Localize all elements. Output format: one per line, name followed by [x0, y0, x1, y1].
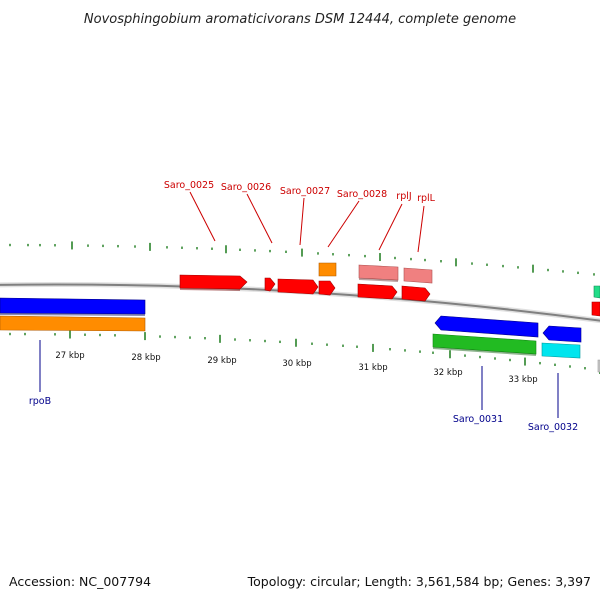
feature-shadow [179, 288, 241, 291]
gene-label: Saro_0025 [164, 180, 214, 191]
gene-label: Saro_0028 [337, 189, 387, 200]
gene-saro-0026 [264, 277, 276, 292]
gene-label: Saro_0027 [280, 186, 330, 197]
axis-tick-label: 33 kbp [508, 375, 537, 385]
gene-label: Saro_0026 [221, 182, 271, 193]
gene-cyan-lower [541, 342, 581, 359]
genome-summary-text: Topology: circular; Length: 3,561,584 bp… [247, 574, 591, 589]
gene-label: rplJ [396, 191, 411, 202]
gene-rna-lower [432, 333, 537, 355]
gene-orange-lower [0, 315, 146, 332]
feature-shadow [358, 278, 399, 282]
feature-shadow [0, 313, 146, 316]
gene-saro-0031 [434, 315, 539, 338]
axis-tick-label: 31 kbp [358, 363, 387, 373]
map-content: 27 kbp 28 kbp 29 kbp 30 kbp 31 kbp 32 kbp 33 k… [0, 180, 600, 433]
gene-label: Saro_0032 [528, 422, 578, 433]
gene-label: rpoB [29, 396, 51, 407]
label-leader-line [299, 197, 305, 246]
gene-rna-1 [358, 264, 399, 281]
accession-text: Accession: NC_007794 [9, 574, 151, 589]
gene-rna-2 [403, 267, 433, 284]
feature-shadow [432, 347, 537, 356]
axis-tick-label: 32 kbp [433, 368, 462, 378]
gene-saro-0025 [179, 274, 248, 290]
label-leader-line [417, 205, 425, 253]
gene-saro-0032 [542, 325, 582, 343]
gene-label: rplL [417, 193, 436, 204]
gene-saro-0028-a [357, 283, 398, 300]
gene-edge-red [591, 301, 600, 317]
axis-tick-label: 28 kbp [131, 353, 160, 363]
label-leader-line [327, 200, 360, 248]
axis-tick-label: 29 kbp [207, 356, 236, 366]
gene-label: Saro_0031 [453, 414, 503, 425]
gene-rpob [0, 297, 146, 315]
axis-tick-label: 27 kbp [55, 351, 84, 361]
gene-rplj-l [401, 285, 431, 302]
label-leader-line [378, 203, 403, 251]
label-leader-line [189, 191, 216, 242]
gene-edge-green [593, 285, 600, 299]
axis-tick-label: 30 kbp [282, 359, 311, 369]
map-title: Novosphingobium aromaticivorans DSM 1244… [84, 12, 516, 27]
label-leader-line [246, 193, 273, 244]
gene-misc-orange [318, 262, 337, 277]
gene-saro-0027-part [318, 280, 336, 296]
gene-saro-0027 [277, 278, 319, 295]
